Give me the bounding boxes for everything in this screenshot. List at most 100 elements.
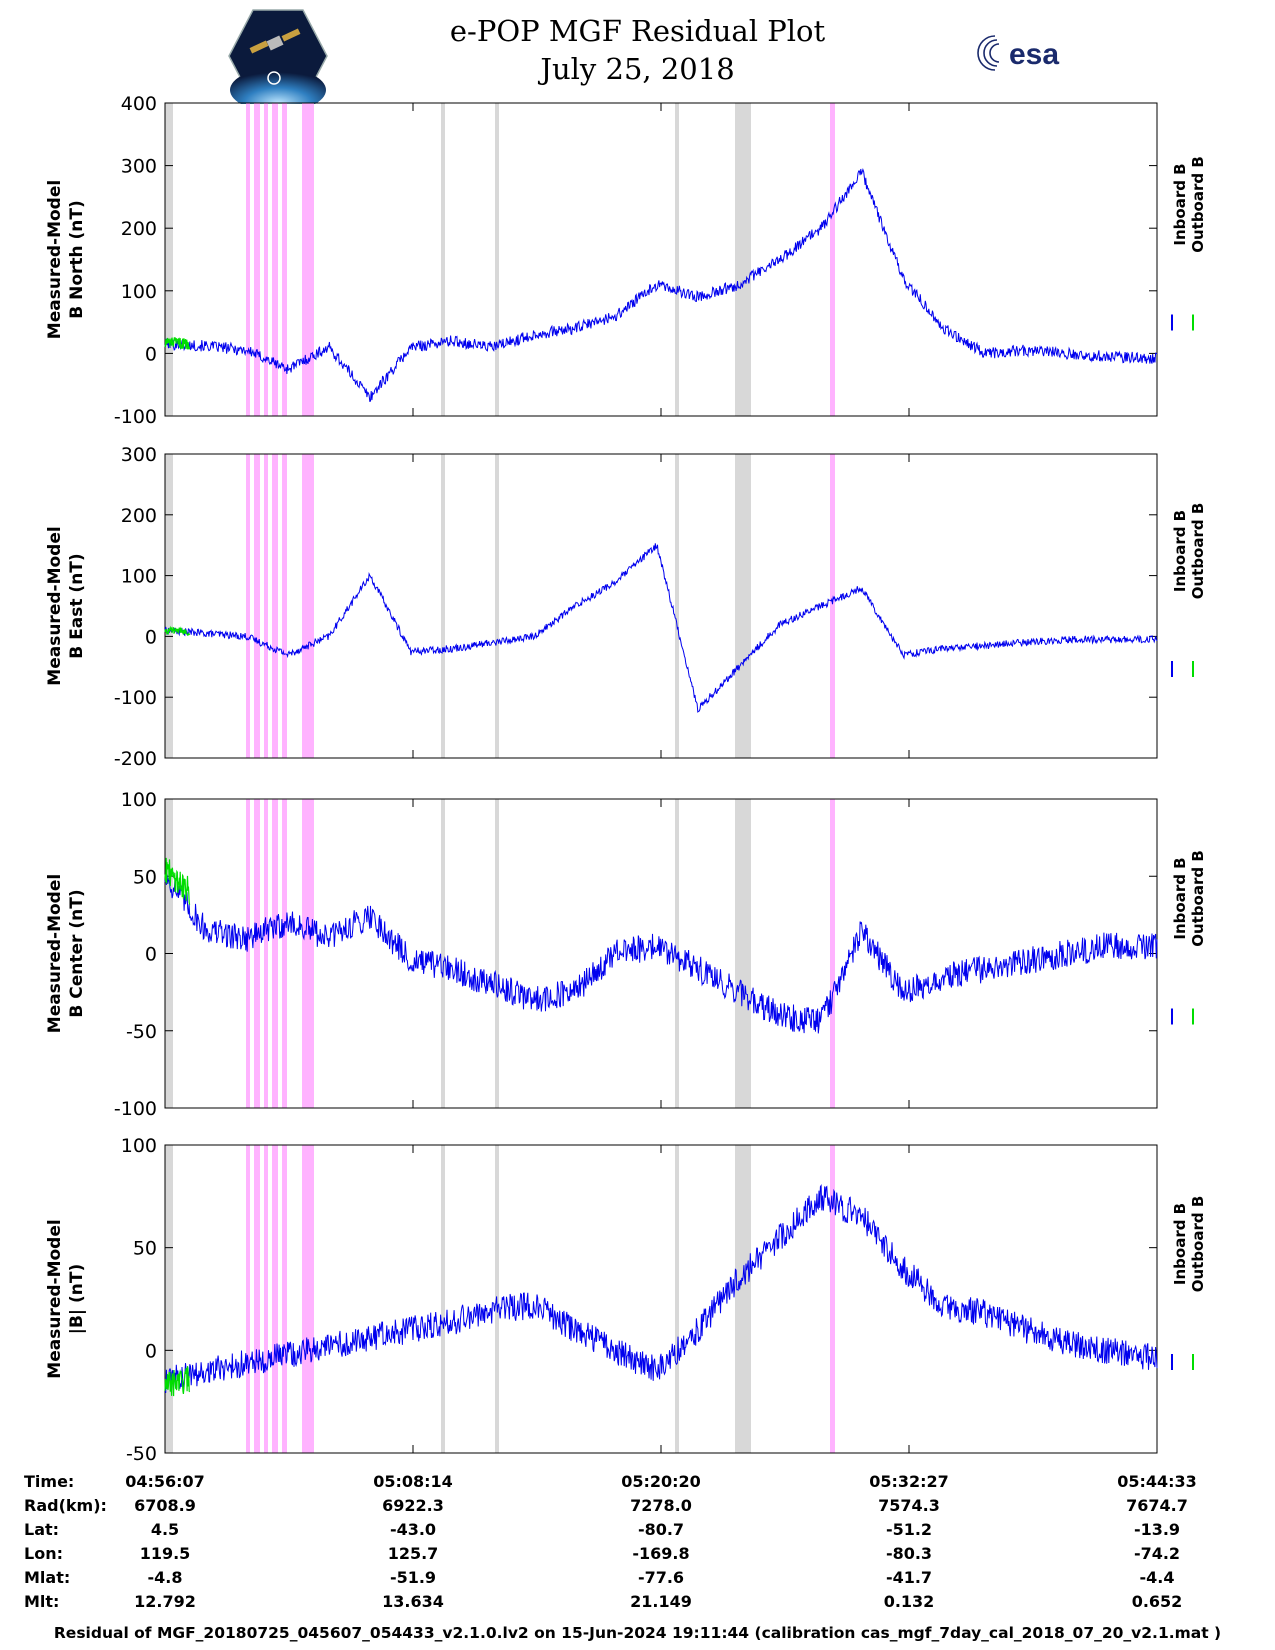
data-gap-band [735, 103, 751, 416]
info-row-value: 7574.3 [878, 1496, 940, 1515]
flag-band [272, 799, 278, 1108]
series-inboard-line [164, 1183, 1158, 1394]
flag-band [302, 103, 314, 416]
flag-band [282, 799, 287, 1108]
y-tick-label: 300 [121, 156, 157, 178]
y-tick-label: 200 [121, 218, 157, 240]
info-row-value: -41.7 [885, 1568, 933, 1587]
info-row-value: 12.792 [134, 1592, 196, 1611]
flag-band [254, 1145, 260, 1453]
info-row-value: -80.7 [637, 1520, 685, 1539]
data-gap-band [495, 799, 499, 1108]
series-outboard-line [164, 857, 191, 905]
flag-band [254, 799, 260, 1108]
info-row-value: -169.8 [632, 1544, 690, 1563]
y-tick-label: 300 [121, 444, 157, 466]
flag-band [246, 454, 250, 758]
flag-band [302, 799, 314, 1108]
flag-band [302, 1145, 314, 1453]
flag-band [264, 799, 268, 1108]
panel-4: 100 50 0 -50 Measured-Model |B| (nT) Inboard B… [45, 1135, 1207, 1465]
info-row-value: -43.0 [389, 1520, 437, 1539]
info-row-value: -51.9 [389, 1568, 437, 1587]
y-tick-label: 0 [145, 1340, 157, 1362]
flag-band [830, 454, 835, 758]
legend-labels: Inboard BOutboard B [1171, 1196, 1207, 1293]
info-row-value: 21.149 [630, 1592, 692, 1611]
flag-band [254, 103, 260, 416]
info-row-value: -4.8 [147, 1568, 183, 1587]
footer-caption: Residual of MGF_20180725_045607_054433_v… [53, 1624, 1222, 1642]
info-row-value: -80.3 [885, 1544, 933, 1563]
data-gap-band [165, 1145, 173, 1453]
y-tick-label: -200 [114, 748, 157, 770]
info-row-value: 05:32:27 [869, 1472, 949, 1491]
info-row-value: 05:44:33 [1117, 1472, 1197, 1491]
y-tick-label: 100 [121, 281, 157, 303]
info-row-value: 6922.3 [382, 1496, 444, 1515]
flag-band [830, 799, 835, 1108]
flag-band [272, 454, 278, 758]
y-axis-label: Measured-Model B North (nT) [45, 180, 87, 339]
series-inboard-line [164, 168, 1158, 402]
flag-band [282, 103, 287, 416]
y-axis-label: Measured-Model |B| (nT) [45, 1219, 87, 1378]
y-tick-label: 400 [121, 93, 157, 115]
info-row-value: 119.5 [139, 1544, 191, 1563]
plot-title-line1: e-POP MGF Residual Plot [449, 14, 826, 48]
info-row-label: Lat: [24, 1520, 60, 1539]
flag-band [830, 103, 835, 416]
flag-band [246, 799, 250, 1108]
flag-band [264, 103, 268, 416]
esa-logo-text: esa [1009, 38, 1059, 71]
info-row-value: -13.9 [1133, 1520, 1181, 1539]
data-gap-band [675, 454, 679, 758]
info-row-value: 05:08:14 [373, 1472, 453, 1491]
data-gap-band [735, 799, 751, 1108]
panel-1: 400 300 200 100 0 -100 Measured-Model B North (… [45, 93, 1207, 428]
flag-band [264, 1145, 268, 1453]
info-row-value: 0.132 [883, 1592, 935, 1611]
flag-band [254, 454, 260, 758]
flag-band [830, 1145, 835, 1453]
y-tick-label: 50 [133, 1238, 157, 1260]
info-row-value: 05:20:20 [621, 1472, 701, 1491]
info-row-value: 7278.0 [630, 1496, 692, 1515]
info-row-value: 13.634 [382, 1592, 444, 1611]
data-gap-band [441, 103, 445, 416]
series-outboard-line [164, 625, 191, 636]
series-inboard-line [164, 874, 1158, 1034]
info-row-label: Mlt: [24, 1592, 60, 1611]
data-gap-band [495, 454, 499, 758]
y-tick-label: -50 [126, 1443, 157, 1465]
y-tick-label: 50 [133, 866, 157, 888]
info-row-label: Time: [24, 1472, 75, 1491]
y-axis-label: Measured-Model B Center (nT) [45, 874, 87, 1033]
esa-logo-icon: esa [977, 35, 1059, 71]
info-row-value: 4.5 [150, 1520, 180, 1539]
data-gap-band [495, 103, 499, 416]
legend-labels: Inboard BOutboard B [1171, 850, 1207, 947]
info-row-value: -77.6 [637, 1568, 685, 1587]
data-gap-band [441, 454, 445, 758]
y-axis-label: Measured-Model B East (nT) [45, 526, 87, 685]
info-row-value: 125.7 [387, 1544, 439, 1563]
info-row-value: 6708.9 [134, 1496, 196, 1515]
y-tick-label: 0 [145, 343, 157, 365]
data-gap-band [441, 1145, 445, 1453]
flag-band [246, 103, 250, 416]
plot-title-line2: July 25, 2018 [540, 52, 735, 86]
flag-band [282, 1145, 287, 1453]
info-row-value: 7674.7 [1126, 1496, 1188, 1515]
y-tick-label: 100 [121, 1135, 157, 1157]
series-outboard-line [164, 1365, 191, 1397]
y-tick-label: -100 [114, 406, 157, 428]
y-tick-label: 100 [121, 789, 157, 811]
cassiope-logo-icon [228, 9, 328, 104]
y-tick-label: -100 [114, 687, 157, 709]
data-gap-band [165, 454, 173, 758]
y-tick-label: 200 [121, 505, 157, 527]
panel-3: 100 50 0 -50 -100 Measured-Model B Center (nT)… [45, 789, 1207, 1120]
data-gap-band [735, 454, 751, 758]
